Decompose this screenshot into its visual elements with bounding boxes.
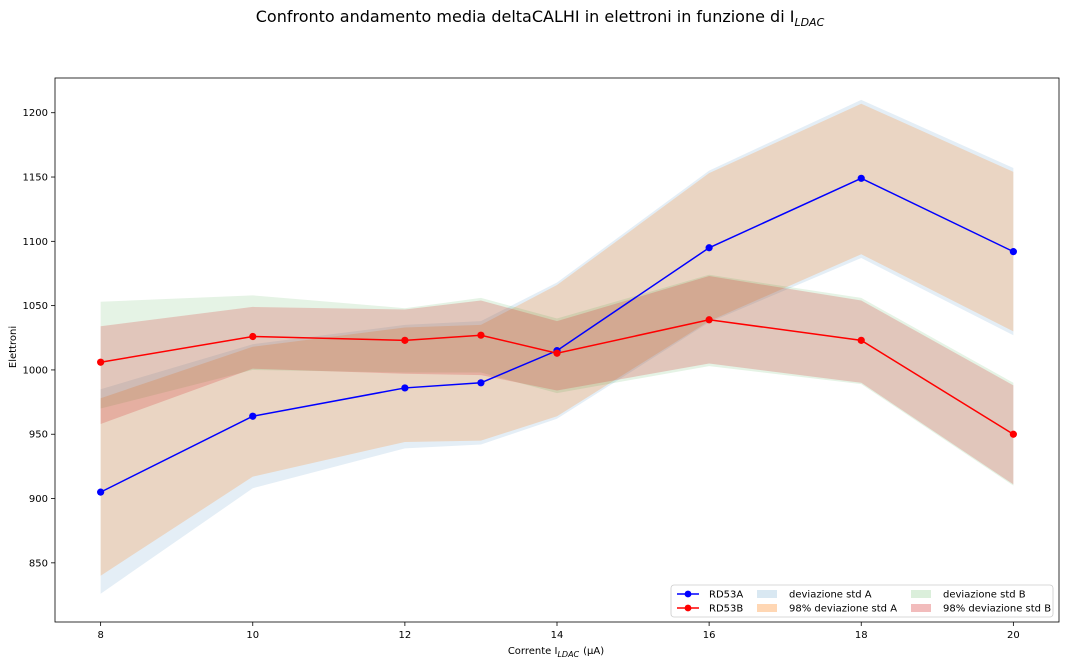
band-4: [100, 276, 1014, 485]
x-tick-label: 14: [551, 630, 564, 641]
confidence-bands: [100, 99, 1014, 594]
legend-swatch-band: [911, 604, 931, 612]
x-tick-label: 10: [246, 630, 259, 641]
legend-swatch-band: [757, 590, 777, 598]
x-tick-label: 18: [855, 630, 868, 641]
data-point-rd53a: [705, 244, 713, 252]
y-tick-label: 1100: [23, 237, 48, 248]
legend-marker-rd53a: [684, 590, 692, 598]
y-tick-label: 1150: [23, 173, 48, 184]
legend-label-rd53b: RD53B: [709, 604, 743, 615]
y-axis-ticks: 850 900 950 1000 1050 1100 1150 1200: [23, 108, 55, 569]
y-axis-label: Elettroni: [8, 326, 19, 368]
y-tick-label: 1050: [23, 301, 48, 312]
band-2: [100, 103, 1014, 576]
legend-frame: [670, 584, 1054, 618]
legend-swatch-band: [911, 590, 931, 598]
x-tick-label: 12: [399, 630, 412, 641]
data-point-rd53b: [857, 336, 865, 344]
legend-label-band: 98% deviazione std A: [789, 604, 897, 615]
data-point-rd53b: [401, 336, 409, 344]
legend-marker-rd53b: [684, 604, 692, 612]
y-tick-label: 950: [29, 430, 48, 441]
x-axis-label: Corrente ILDAC (μA): [508, 646, 604, 659]
legend-entries: RD53A RD53B deviazione std A 98% deviazione…: [677, 590, 1051, 615]
y-tick-label: 1000: [23, 365, 48, 376]
x-tick-label: 20: [1007, 630, 1020, 641]
data-point-rd53a: [401, 384, 409, 392]
data-point-rd53b: [705, 316, 713, 324]
legend-label-rd53a: RD53A: [709, 590, 743, 601]
x-axis-ticks: 8 10 12 14 16 18 20: [97, 622, 1020, 641]
legend-label-band: deviazione std B: [943, 590, 1026, 601]
series-line-rd53b: [100, 319, 1014, 435]
x-tick-label: 16: [703, 630, 716, 641]
legend-label-band: deviazione std A: [789, 590, 872, 601]
legend-swatch-band: [757, 604, 777, 612]
data-point-rd53b: [477, 331, 485, 339]
legend-label-band: 98% deviazione std B: [943, 604, 1051, 615]
data-point-rd53a: [249, 412, 257, 420]
data-point-rd53a: [857, 174, 865, 182]
data-point-rd53a: [97, 488, 105, 496]
data-point-rd53b: [249, 332, 257, 341]
data-point-rd53b: [1009, 430, 1017, 438]
y-tick-label: 900: [29, 494, 48, 505]
data-point-rd53b: [553, 349, 561, 357]
data-point-rd53b: [97, 358, 105, 366]
y-tick-label: 850: [29, 558, 48, 569]
band-1: [100, 99, 1014, 594]
band-3: [100, 274, 1014, 486]
chart-title: Confronto andamento media deltaCALHI in …: [256, 7, 825, 29]
x-tick-label: 8: [97, 630, 103, 641]
data-point-rd53a: [1009, 248, 1017, 256]
series-markers: [97, 174, 1017, 496]
series-line-rd53a: [100, 177, 1014, 493]
series-lines: [100, 177, 1014, 493]
legend: RD53A RD53B deviazione std A 98% deviazione…: [670, 584, 1054, 618]
data-point-rd53a: [477, 379, 485, 387]
y-tick-label: 1200: [23, 108, 48, 119]
